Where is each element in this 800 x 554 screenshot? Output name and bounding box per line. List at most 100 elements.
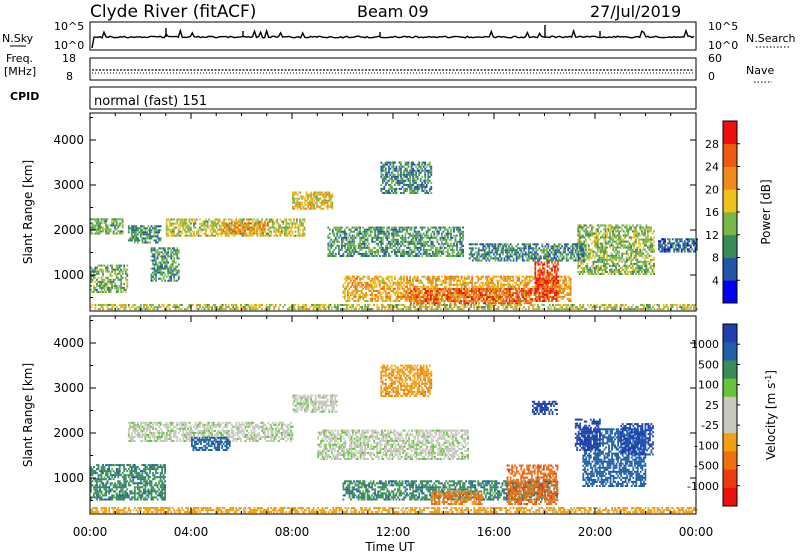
power-cell	[465, 306, 468, 309]
power-cell	[457, 290, 459, 293]
power-cell	[431, 255, 434, 257]
power-cell	[386, 295, 389, 298]
power-cell	[363, 300, 366, 302]
power-cell	[96, 272, 98, 275]
power-cell	[347, 236, 349, 239]
power-cell	[534, 269, 537, 272]
power-cell	[322, 199, 325, 202]
power-cell	[100, 286, 103, 289]
power-cell	[336, 244, 339, 247]
power-cell	[430, 234, 433, 237]
power-cell	[562, 287, 564, 290]
power-cell	[308, 199, 311, 202]
power-cell	[370, 308, 373, 311]
power-cell	[451, 250, 454, 253]
power-cell	[159, 225, 162, 228]
power-cell	[459, 281, 461, 284]
power-cell	[266, 224, 269, 227]
power-cell	[162, 267, 165, 270]
power-cell	[457, 250, 460, 253]
power-cell	[409, 283, 411, 286]
power-cell	[494, 287, 496, 290]
power-cell	[111, 274, 113, 277]
power-cell	[315, 306, 318, 309]
power-cell	[159, 267, 162, 270]
power-cell	[496, 308, 498, 311]
power-cell	[115, 284, 118, 287]
power-cell	[571, 308, 574, 311]
power-cell	[190, 222, 192, 225]
power-cell	[100, 278, 103, 281]
power-cell	[300, 306, 303, 309]
power-cell	[209, 228, 212, 231]
power-cell	[391, 242, 393, 245]
power-cell	[612, 308, 615, 311]
power-cell	[401, 252, 404, 255]
power-cell	[453, 289, 455, 292]
power-cell	[273, 226, 276, 229]
power-cell	[344, 236, 346, 239]
power-cell	[413, 244, 416, 247]
power-cell	[381, 248, 384, 251]
power-cell	[528, 279, 531, 282]
power-cell	[627, 308, 630, 311]
power-cell	[173, 267, 176, 270]
power-cell	[431, 287, 434, 290]
power-cell	[506, 277, 508, 280]
power-cell	[509, 277, 511, 280]
power-cell	[357, 281, 360, 284]
power-cell	[165, 308, 168, 311]
power-cell	[456, 226, 458, 229]
power-cell	[432, 302, 435, 305]
power-cell	[381, 287, 384, 290]
power-cell	[270, 230, 273, 233]
power-cell	[356, 228, 358, 231]
power-cell	[233, 234, 236, 237]
power-cell	[149, 308, 151, 311]
power-cell	[413, 277, 416, 280]
power-cell	[646, 304, 648, 306]
power-cell	[512, 308, 515, 311]
power-cell	[363, 285, 366, 288]
power-cell	[362, 287, 364, 290]
power-cell	[403, 255, 405, 257]
power-cell	[399, 304, 401, 306]
power-cell	[197, 308, 200, 311]
power-cell	[418, 279, 421, 282]
power-cell	[193, 234, 195, 237]
power-cell	[143, 233, 145, 236]
power-cell	[409, 242, 411, 245]
power-cell	[378, 246, 381, 249]
power-cell	[457, 255, 460, 257]
power-cell	[408, 288, 411, 291]
power-cell	[545, 277, 548, 280]
power-cell	[670, 306, 672, 309]
power-cell	[121, 230, 124, 233]
power-cell	[421, 226, 424, 229]
power-cell	[328, 255, 331, 257]
power-cell	[296, 201, 299, 204]
power-cell	[378, 293, 381, 296]
power-cell	[259, 234, 262, 237]
power-cell	[397, 240, 399, 243]
power-cell	[310, 199, 312, 202]
power-cell	[259, 226, 261, 229]
power-cell	[437, 293, 440, 296]
power-cell	[381, 255, 384, 257]
power-cell	[394, 228, 396, 231]
power-cell	[371, 293, 374, 296]
power-cell	[357, 283, 360, 286]
power-cell	[123, 264, 126, 267]
power-cell	[168, 247, 171, 250]
power-cell	[115, 268, 118, 271]
power-cell	[416, 246, 419, 249]
power-cell	[486, 308, 489, 311]
power-cell	[102, 230, 104, 233]
power-cell	[147, 225, 150, 228]
power-cell	[422, 236, 425, 239]
power-cell	[331, 195, 334, 198]
power-cell	[112, 222, 115, 225]
power-cell	[347, 226, 349, 229]
power-cell	[171, 273, 174, 276]
power-cell	[350, 246, 352, 249]
